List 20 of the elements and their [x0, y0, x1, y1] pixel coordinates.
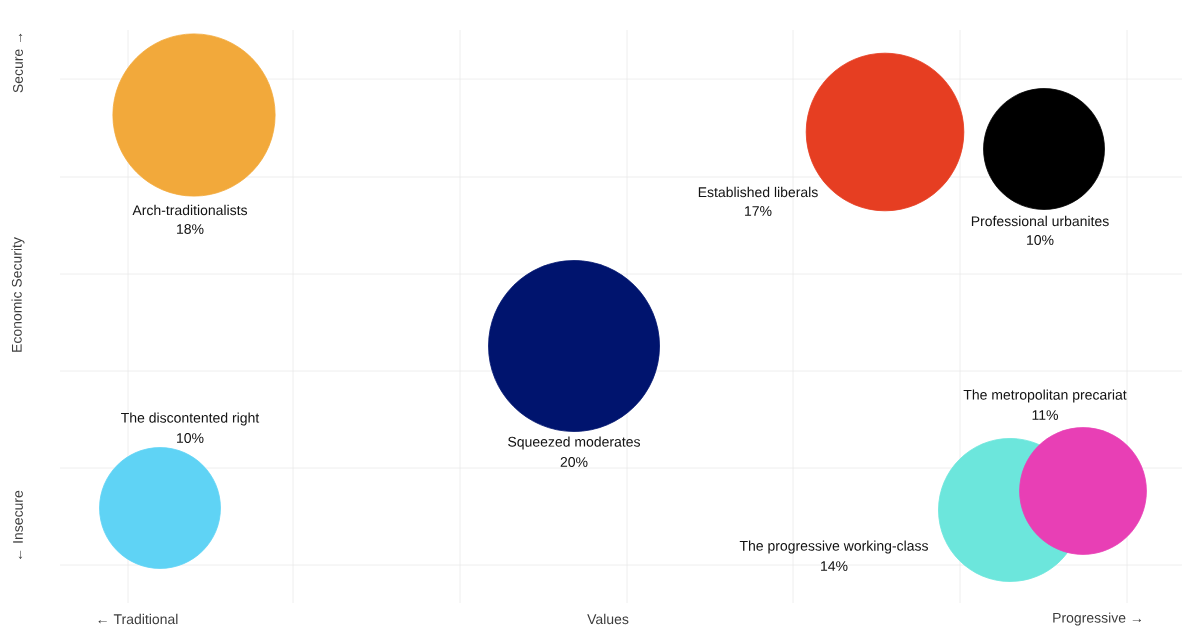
text: Secure → [13, 33, 23, 93]
category-label: The metropolitan precariat [963, 389, 1127, 403]
data-label: 10% [177, 433, 204, 443]
category-label: Arch-traditionalists [132, 204, 248, 216]
data-label: 10% [1027, 235, 1054, 245]
text: ← Insecure [13, 490, 23, 559]
text: ← Traditional [98, 613, 178, 625]
data-label: 20% [560, 457, 588, 467]
data-label: 18% [177, 224, 204, 234]
text: Economic Security [11, 237, 25, 352]
category-label: The discontented right [121, 412, 260, 426]
data-label: 17% [745, 206, 772, 216]
category-label: Established liberals [698, 186, 818, 198]
text: Values [587, 613, 629, 625]
category-label: Squeezed moderates [508, 436, 641, 450]
data-label: 14% [821, 561, 848, 571]
data-label: 11% [1032, 410, 1059, 420]
text: Progressive → [1053, 612, 1142, 626]
category-label: Professional urbanites [971, 215, 1109, 227]
category-label: The progressive working-class [739, 540, 928, 554]
